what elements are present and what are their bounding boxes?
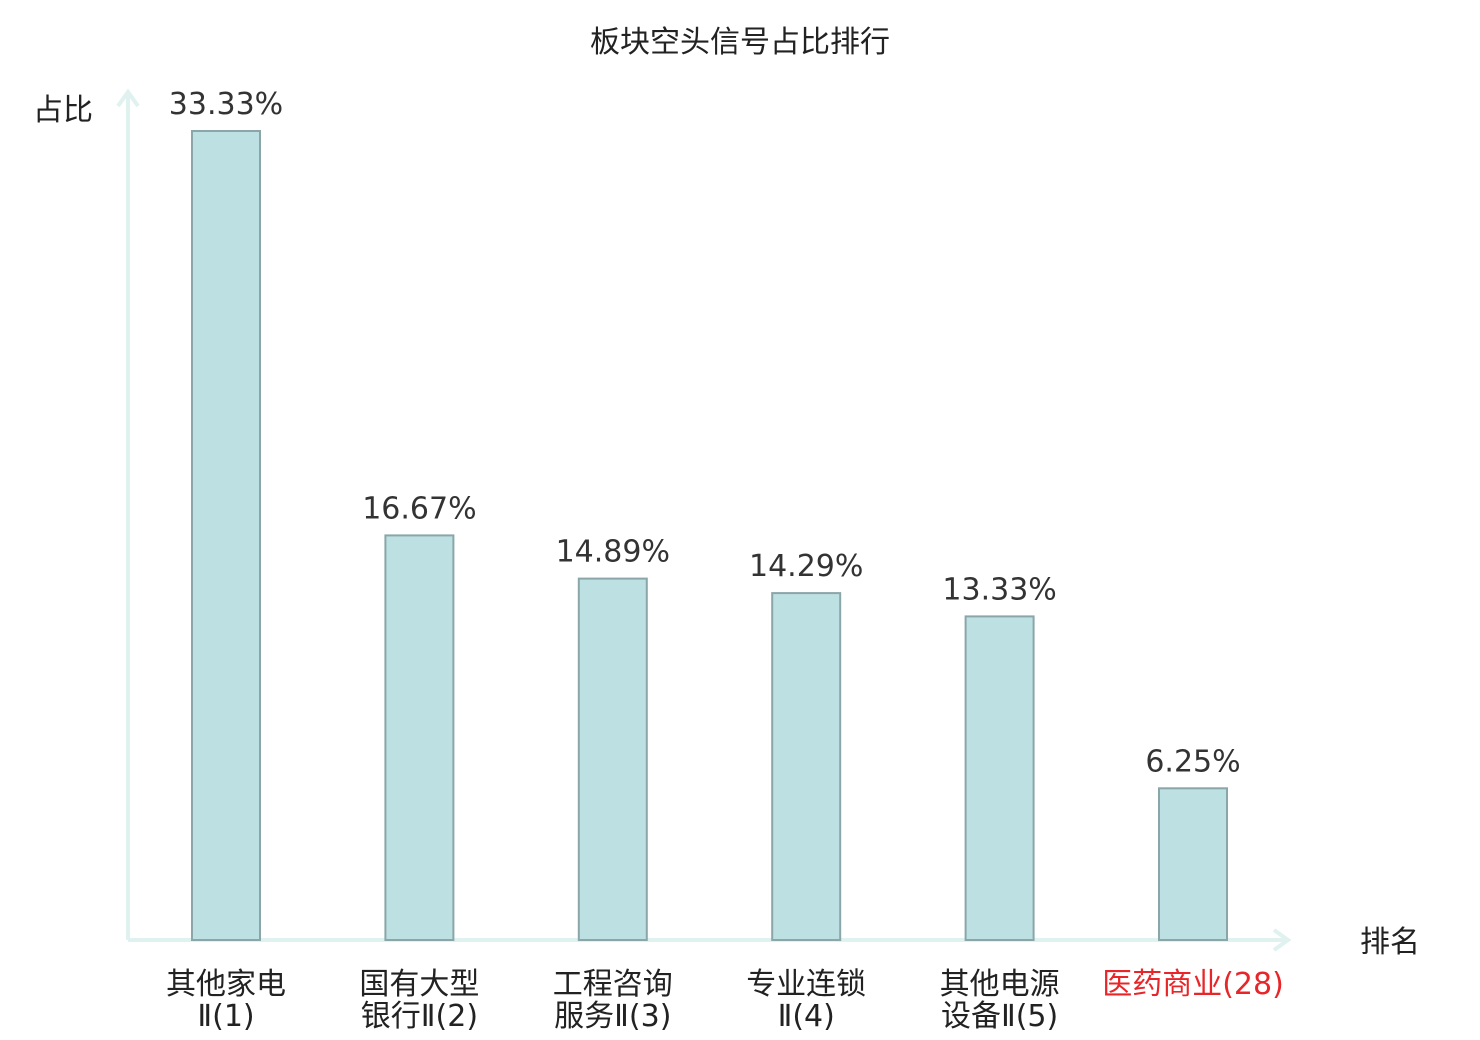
category-label-line: 银行Ⅱ(2)	[361, 999, 478, 1034]
value-label-2: 16.67%	[362, 491, 476, 526]
category-label-line: Ⅱ(4)	[778, 999, 835, 1034]
category-label-line: Ⅱ(1)	[197, 999, 254, 1034]
value-label-6: 6.25%	[1145, 744, 1240, 779]
y-axis-label: 占比	[33, 93, 93, 128]
value-label-3: 14.89%	[556, 535, 670, 570]
category-label-line: 服务Ⅱ(3)	[554, 999, 671, 1034]
category-label-line: 其他家电	[166, 967, 286, 1002]
y-axis	[116, 88, 140, 940]
category-label-line: 医药商业(28)	[1102, 967, 1284, 1002]
bars-group	[191, 130, 1228, 942]
bar-1	[191, 130, 261, 941]
value-labels-group: 33.33% 16.67% 14.89% 14.29% 13.33% 6.25%	[169, 87, 1241, 779]
x-axis	[128, 928, 1292, 952]
value-label-1: 33.33%	[169, 87, 283, 122]
category-label-4: 专业连锁 Ⅱ(4)	[746, 967, 866, 1034]
bar-4	[771, 592, 842, 941]
category-label-line: 设备Ⅱ(5)	[941, 999, 1058, 1034]
category-label-3: 工程咨询服务Ⅱ(3)	[553, 967, 673, 1034]
category-labels-group: 其他家电 Ⅱ(1) 国有大型银行Ⅱ(2) 工程咨询服务Ⅱ(3) 专业连锁 Ⅱ(4) 其他电源…	[166, 967, 1284, 1034]
category-label-2: 国有大型银行Ⅱ(2)	[359, 967, 479, 1034]
bar-5	[964, 615, 1035, 942]
category-label-line: 国有大型	[359, 967, 479, 1002]
bar-2	[384, 534, 455, 942]
value-label-5: 13.33%	[942, 572, 1056, 607]
x-axis-label: 排名	[1360, 925, 1420, 960]
category-label-6: 医药商业(28)	[1102, 967, 1284, 1002]
category-label-line: 专业连锁	[746, 967, 866, 1002]
value-label-4: 14.29%	[749, 549, 863, 584]
bar-6	[1158, 787, 1228, 941]
category-label-5: 其他电源设备Ⅱ(5)	[940, 967, 1060, 1034]
category-label-line: 工程咨询	[553, 967, 673, 1002]
chart-title: 板块空头信号占比排行	[590, 25, 890, 60]
bar-3	[577, 577, 648, 941]
category-label-line: 其他电源	[940, 967, 1060, 1002]
category-label-1: 其他家电 Ⅱ(1)	[166, 967, 286, 1034]
